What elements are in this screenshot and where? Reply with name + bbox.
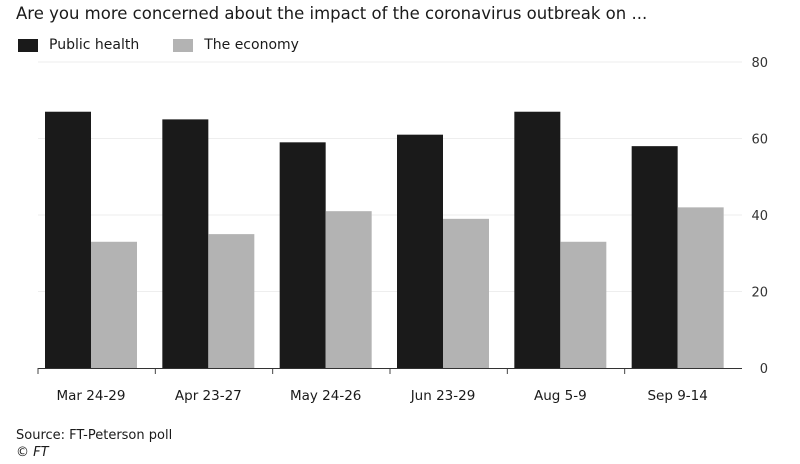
legend-label-public-health: Public health (49, 37, 140, 53)
bar-the-economy-1 (91, 241, 137, 368)
y-tick-label-20: 20 (751, 286, 768, 301)
x-tick-label-4: Jun 23-29 (410, 388, 476, 404)
chart-title: Are you more concerned about the impact … (16, 4, 648, 23)
legend-label-the-economy: The economy (204, 37, 299, 53)
bar-the-economy-4 (443, 218, 489, 368)
source-note: Source: FT-Peterson poll (16, 428, 173, 443)
bar-public-health-2 (162, 119, 209, 368)
bar-public-health-3 (279, 142, 326, 368)
legend-swatch-public-health (18, 38, 38, 52)
credit-note: © FT (16, 445, 49, 460)
x-tick-label-3: May 24-26 (290, 388, 361, 404)
bar-the-economy-6 (677, 207, 724, 368)
y-tick-label-0: 0 (760, 362, 768, 377)
chart-footer: Source: FT-Peterson poll © FT (16, 427, 172, 461)
chart-legend: Public health The economy (18, 37, 333, 53)
legend-item-the-economy: The economy (173, 37, 299, 53)
bar-public-health-5 (514, 111, 561, 368)
legend-item-public-health: Public health (18, 37, 139, 53)
y-tick-label-60: 60 (751, 133, 768, 148)
x-tick-label-2: Apr 23-27 (175, 388, 242, 404)
bar-the-economy-5 (560, 241, 607, 368)
x-tick-label-1: Mar 24-29 (57, 388, 126, 404)
x-tick-label-5: Aug 5-9 (534, 388, 587, 404)
y-tick-label-40: 40 (751, 209, 768, 224)
bar-the-economy-3 (325, 211, 372, 368)
y-tick-label-80: 80 (751, 56, 768, 71)
x-tick-label-6: Sep 9-14 (647, 388, 707, 404)
bar-public-health-6 (631, 146, 678, 368)
bar-public-health-4 (397, 134, 443, 368)
legend-swatch-the-economy (173, 38, 194, 52)
bar-public-health-1 (45, 111, 91, 368)
bar-the-economy-2 (208, 234, 255, 368)
